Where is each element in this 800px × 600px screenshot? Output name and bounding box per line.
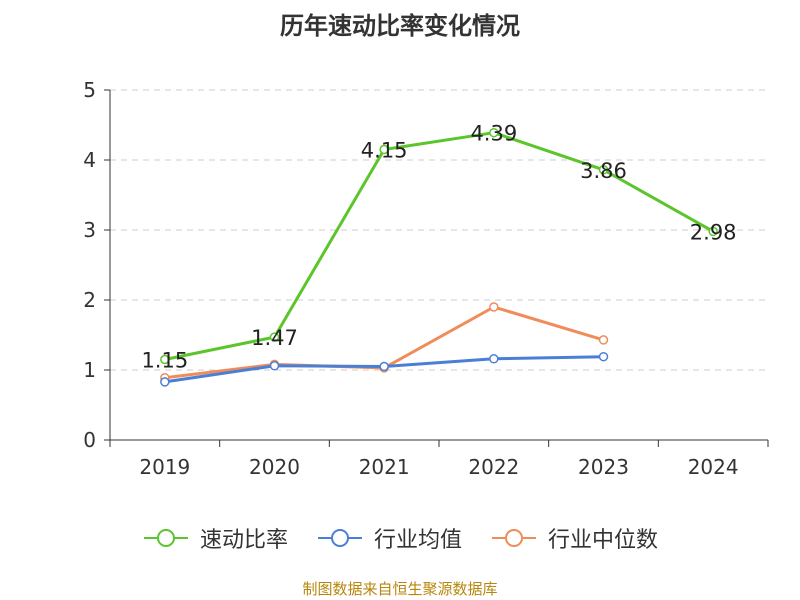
y-tick-label: 2 bbox=[83, 288, 96, 312]
chart-title: 历年速动比率变化情况 bbox=[280, 12, 520, 40]
y-tick-label: 5 bbox=[83, 78, 96, 102]
x-tick-label: 2020 bbox=[249, 455, 300, 479]
legend-item-industry-median[interactable]: 行业中位数 bbox=[490, 522, 658, 554]
data-point bbox=[379, 144, 389, 155]
y-tick-label: 4 bbox=[83, 148, 96, 172]
data-point bbox=[708, 226, 718, 237]
legend-marker-icon bbox=[492, 529, 536, 547]
data-point bbox=[598, 165, 609, 175]
data-point bbox=[160, 377, 170, 387]
series-line bbox=[164, 131, 714, 361]
x-tick-label: 2021 bbox=[359, 455, 410, 479]
legend-item-quick-ratio[interactable]: 速动比率 bbox=[142, 522, 288, 554]
x-tick-label: 2022 bbox=[468, 455, 519, 479]
data-label: 4.15 bbox=[361, 139, 408, 163]
data-labels: 1.15 1.47 4.15 4.39 3.86 2.98 bbox=[141, 122, 736, 373]
legend: 速动比率 行业均值 行业中位数 bbox=[0, 520, 800, 556]
series-lines bbox=[160, 127, 718, 387]
legend-label: 行业中位数 bbox=[548, 528, 659, 553]
data-point bbox=[489, 302, 499, 312]
data-point bbox=[269, 361, 280, 371]
data-label: 4.39 bbox=[470, 122, 517, 146]
data-label: 3.86 bbox=[580, 159, 627, 183]
data-point bbox=[598, 335, 609, 345]
data-label: 1.15 bbox=[141, 349, 188, 373]
data-label: 2.98 bbox=[690, 220, 737, 244]
data-point bbox=[269, 332, 280, 342]
y-tick-label: 0 bbox=[83, 428, 96, 452]
grid-lines bbox=[110, 89, 768, 371]
x-tick-label: 2023 bbox=[578, 455, 629, 479]
data-point bbox=[598, 351, 609, 362]
legend-marker-icon bbox=[143, 529, 188, 547]
y-tick-label: 1 bbox=[83, 358, 96, 382]
legend-label: 行业均值 bbox=[373, 528, 462, 553]
y-tick-label: 3 bbox=[83, 218, 96, 242]
data-point bbox=[489, 354, 499, 364]
legend-label: 速动比率 bbox=[199, 528, 288, 553]
legend-marker-icon bbox=[317, 529, 362, 547]
data-point bbox=[379, 361, 389, 372]
legend-item-industry-mean[interactable]: 行业均值 bbox=[316, 522, 462, 554]
data-label: 1.47 bbox=[251, 326, 298, 350]
line-chart: 0 1 2 3 4 5 2019 2020 2021 2022 2023 2024 1.15 1.47 4… bbox=[83, 78, 769, 479]
axes: 0 1 2 3 4 5 2019 2020 2021 2022 2023 2024 bbox=[83, 78, 769, 479]
x-tick-label: 2024 bbox=[688, 455, 739, 479]
data-point bbox=[489, 127, 499, 138]
data-point bbox=[160, 354, 170, 365]
x-tick-label: 2019 bbox=[139, 455, 190, 479]
data-source-note: 制图数据来自恒生聚源数据库 bbox=[302, 580, 498, 598]
